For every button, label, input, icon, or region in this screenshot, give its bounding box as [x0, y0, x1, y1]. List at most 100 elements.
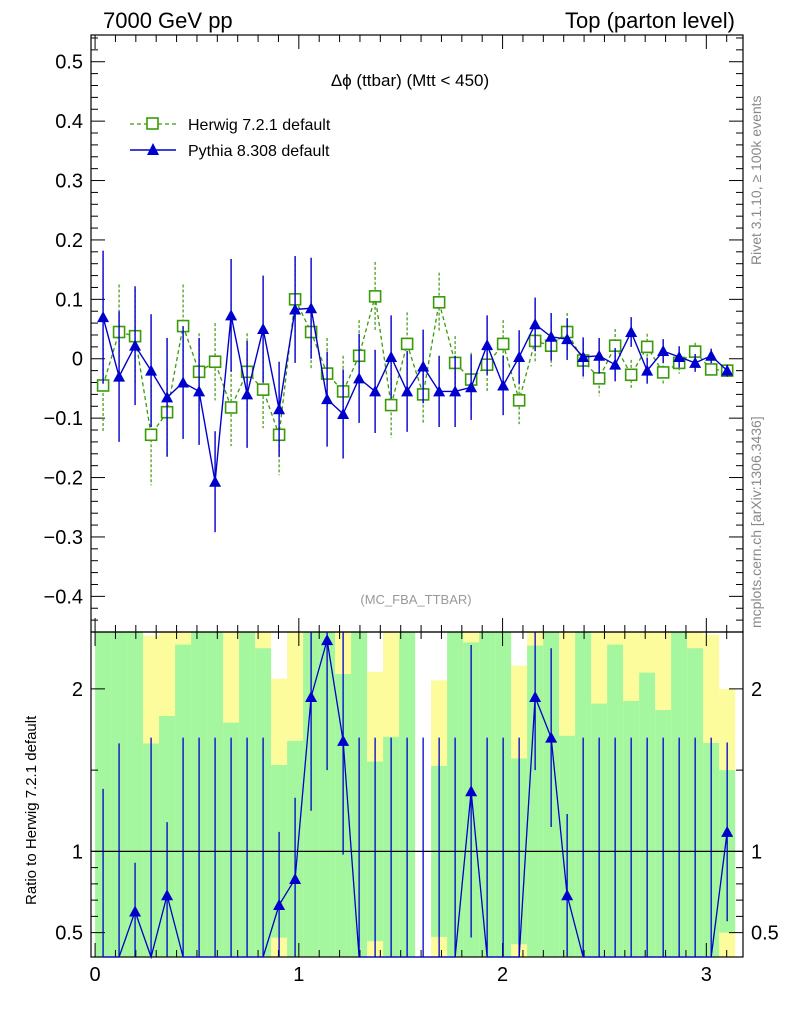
ratio-band-inner-bin [319, 632, 336, 957]
ratio-marker [321, 634, 334, 646]
pythia-marker [193, 385, 206, 397]
pythia-marker [561, 333, 574, 345]
ratio-panel-data [102, 632, 734, 960]
ratio-marker [305, 691, 318, 702]
pythia-marker [417, 360, 430, 372]
ratio-marker [129, 905, 142, 917]
pythia-marker [273, 403, 286, 415]
herwig-marker [368, 290, 382, 303]
top-y-tick-label: 0.5 [55, 52, 83, 74]
top-y-tick-label: −0.2 [44, 468, 83, 490]
ratio-marker [529, 691, 542, 702]
herwig-marker [256, 383, 270, 396]
ratio-band-inner-bin [127, 632, 144, 957]
pythia-marker [257, 323, 270, 335]
pythia-marker [321, 393, 334, 405]
top-y-tick-label: −0.4 [44, 586, 83, 608]
ratio-y-tick-label-right: 1 [751, 841, 762, 863]
pythia-marker [465, 381, 478, 393]
herwig-marker [624, 368, 638, 382]
pythia-marker [625, 326, 638, 338]
pythia-marker [145, 364, 158, 376]
ratio-marker [545, 731, 558, 743]
ratio-marker [561, 889, 574, 901]
pythia-marker [97, 311, 110, 323]
top-y-tick-label: 0.2 [55, 230, 83, 252]
pythia-marker [129, 339, 142, 351]
pythia-marker [529, 318, 542, 330]
herwig-marker [432, 296, 446, 309]
herwig-marker [656, 366, 670, 379]
chart-title: Δϕ (ttbar) (Mtt < 450) [331, 71, 489, 90]
pythia-marker [161, 391, 174, 403]
pythia-marker [241, 388, 254, 400]
herwig-series-line [102, 296, 728, 437]
herwig-marker [640, 340, 654, 354]
pythia-marker [401, 385, 414, 397]
herwig-marker [384, 398, 398, 412]
legend-pythia-marker [147, 143, 159, 155]
top-y-tick-label: 0.4 [55, 111, 83, 133]
pythia-marker [209, 475, 222, 487]
herwig-marker [704, 363, 718, 376]
top-y-tick-label: 0.3 [55, 171, 83, 193]
top-y-tick-label: −0.3 [44, 527, 83, 549]
pythia-marker [497, 379, 510, 391]
pythia-marker [593, 349, 606, 361]
analysis-label: (MC_FBA_TTBAR) [360, 592, 471, 607]
herwig-marker [208, 355, 222, 369]
ratio-series-line [103, 639, 728, 960]
herwig-marker [144, 428, 158, 442]
pythia-marker [673, 350, 686, 362]
mcplots-label: mcplots.cern.ch [arXiv:1306.3436] [748, 416, 764, 628]
ratio-ylabel: Ratio to Herwig 7.2.1 default [23, 715, 40, 905]
pythia-marker [657, 345, 670, 357]
pythia-marker [449, 385, 462, 397]
header-left: 7000 GeV pp [103, 8, 233, 33]
x-tick-label: 1 [293, 964, 304, 986]
pythia-marker [481, 339, 494, 351]
main-panel-data [96, 250, 734, 533]
ratio-y-tick-label: 2 [72, 679, 83, 701]
pythia-series-line [102, 307, 728, 482]
herwig-marker [400, 337, 414, 351]
top-y-tick-label: 0.1 [55, 289, 83, 311]
herwig-marker [224, 401, 238, 414]
herwig-marker [592, 372, 606, 385]
ratio-marker [721, 825, 734, 837]
x-tick-label: 2 [497, 964, 508, 986]
pythia-marker [337, 407, 350, 419]
pythia-marker [513, 350, 526, 362]
pythia-marker [385, 350, 398, 362]
ratio-marker [289, 873, 302, 884]
header-right: Top (parton level) [565, 8, 735, 33]
pythia-marker [289, 303, 302, 315]
legend-herwig-label: Herwig 7.2.1 default [188, 117, 331, 134]
herwig-marker [512, 394, 526, 407]
ratio-y-tick-label-right: 0.5 [751, 923, 779, 945]
pythia-marker [433, 385, 446, 397]
pythia-marker [225, 309, 238, 321]
top-y-tick-label: 0 [72, 349, 83, 371]
ratio-band-inner-bin [527, 645, 544, 957]
pythia-marker [705, 349, 718, 361]
ratio-marker [273, 899, 286, 910]
ratio-y-tick-label: 1 [72, 841, 83, 863]
herwig-marker [496, 337, 510, 351]
pythia-marker [305, 302, 318, 314]
ratio-marker [161, 889, 174, 901]
pythia-marker [609, 358, 622, 370]
legend-pythia-label: Pythia 8.308 default [188, 143, 330, 160]
ratio-uncertainty-band [95, 632, 736, 957]
pythia-marker [721, 364, 734, 376]
rivet-version-label: Rivet 3.1.10, ≥ 100k events [748, 95, 764, 265]
pythia-marker [689, 356, 702, 368]
top-y-tick-label: −0.1 [44, 408, 83, 430]
pythia-marker [113, 370, 126, 382]
ratio-marker [337, 734, 350, 746]
pythia-marker [545, 330, 558, 342]
x-tick-label: 0 [90, 964, 101, 986]
legend-herwig-marker [146, 117, 159, 130]
pythia-marker [177, 376, 190, 388]
